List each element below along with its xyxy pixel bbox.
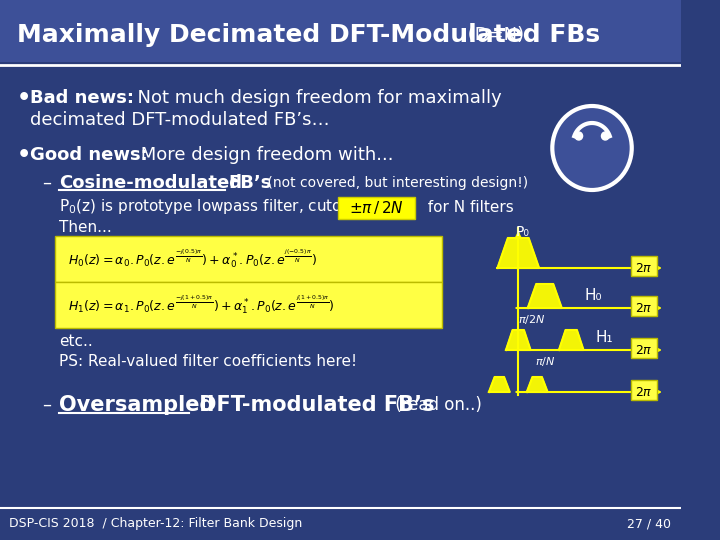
Text: (read on..): (read on..)	[390, 396, 482, 414]
Text: H₀: H₀	[585, 288, 602, 303]
Text: Maximally Decimated DFT-Modulated FBs: Maximally Decimated DFT-Modulated FBs	[17, 23, 600, 47]
Text: Not much design freedom for maximally: Not much design freedom for maximally	[126, 89, 502, 107]
Text: $H_0(z) = \alpha_0.P_0(z.e^{\frac{-j(0.5)\pi}{N}}) + \alpha_0^*.P_0(z.e^{\frac{j: $H_0(z) = \alpha_0.P_0(z.e^{\frac{-j(0.5…	[68, 248, 317, 271]
Polygon shape	[498, 238, 539, 268]
FancyBboxPatch shape	[55, 236, 441, 282]
FancyBboxPatch shape	[631, 256, 657, 276]
Text: PS: Real-valued filter coefficients here!: PS: Real-valued filter coefficients here…	[58, 354, 356, 369]
Text: Oversampled: Oversampled	[58, 395, 214, 415]
Polygon shape	[528, 284, 562, 308]
Text: Bad news:: Bad news:	[30, 89, 134, 107]
Text: More design freedom with...: More design freedom with...	[135, 146, 394, 164]
Polygon shape	[489, 377, 510, 392]
Text: Good news:: Good news:	[30, 146, 148, 164]
Text: $2\pi$: $2\pi$	[635, 386, 653, 399]
Polygon shape	[506, 330, 531, 350]
Text: 27 / 40: 27 / 40	[627, 517, 672, 530]
Circle shape	[601, 132, 609, 140]
Text: $2\pi$: $2\pi$	[635, 301, 653, 314]
FancyBboxPatch shape	[631, 338, 657, 358]
Polygon shape	[559, 330, 583, 350]
Text: $\pi/2N$: $\pi/2N$	[518, 314, 545, 327]
Text: $\pm\pi\,/\,2N$: $\pm\pi\,/\,2N$	[349, 199, 404, 217]
Text: FB’s: FB’s	[229, 174, 272, 192]
FancyBboxPatch shape	[338, 197, 415, 219]
Text: –: –	[42, 396, 52, 414]
Text: Then...: Then...	[58, 220, 112, 235]
Text: etc..: etc..	[58, 334, 92, 349]
Text: Cosine-modulated: Cosine-modulated	[58, 174, 242, 192]
Text: P$_0$(z) is prototype lowpass filter, cutoff at: P$_0$(z) is prototype lowpass filter, cu…	[58, 198, 374, 217]
Text: •: •	[17, 88, 31, 108]
Text: $2\pi$: $2\pi$	[635, 343, 653, 356]
Text: DSP-CIS 2018  / Chapter-12: Filter Bank Design: DSP-CIS 2018 / Chapter-12: Filter Bank D…	[9, 517, 302, 530]
Text: •: •	[17, 145, 31, 165]
FancyBboxPatch shape	[55, 282, 441, 328]
Circle shape	[552, 106, 631, 190]
Text: $\pi/N$: $\pi/N$	[534, 355, 555, 368]
FancyBboxPatch shape	[0, 0, 681, 62]
FancyBboxPatch shape	[0, 0, 681, 540]
FancyBboxPatch shape	[631, 380, 657, 400]
Text: $2\pi$: $2\pi$	[635, 261, 653, 274]
FancyBboxPatch shape	[631, 296, 657, 316]
Circle shape	[575, 132, 582, 140]
Text: (not covered, but interesting design!): (not covered, but interesting design!)	[263, 176, 528, 190]
Text: DFT-modulated FB’s: DFT-modulated FB’s	[192, 395, 434, 415]
Text: $H_1(z) = \alpha_1.P_0(z.e^{\frac{-j(1+0.5)\pi}{N}}) + \alpha_1^*.P_0(z.e^{\frac: $H_1(z) = \alpha_1.P_0(z.e^{\frac{-j(1+0…	[68, 294, 335, 316]
Text: H₁: H₁	[596, 330, 613, 346]
Polygon shape	[527, 377, 548, 392]
Text: decimated DFT-modulated FB’s…: decimated DFT-modulated FB’s…	[30, 111, 330, 129]
Text: P₀: P₀	[516, 225, 530, 239]
Text: (D=N): (D=N)	[462, 26, 523, 44]
Text: for N filters: for N filters	[418, 199, 514, 214]
Text: –: –	[42, 174, 52, 192]
